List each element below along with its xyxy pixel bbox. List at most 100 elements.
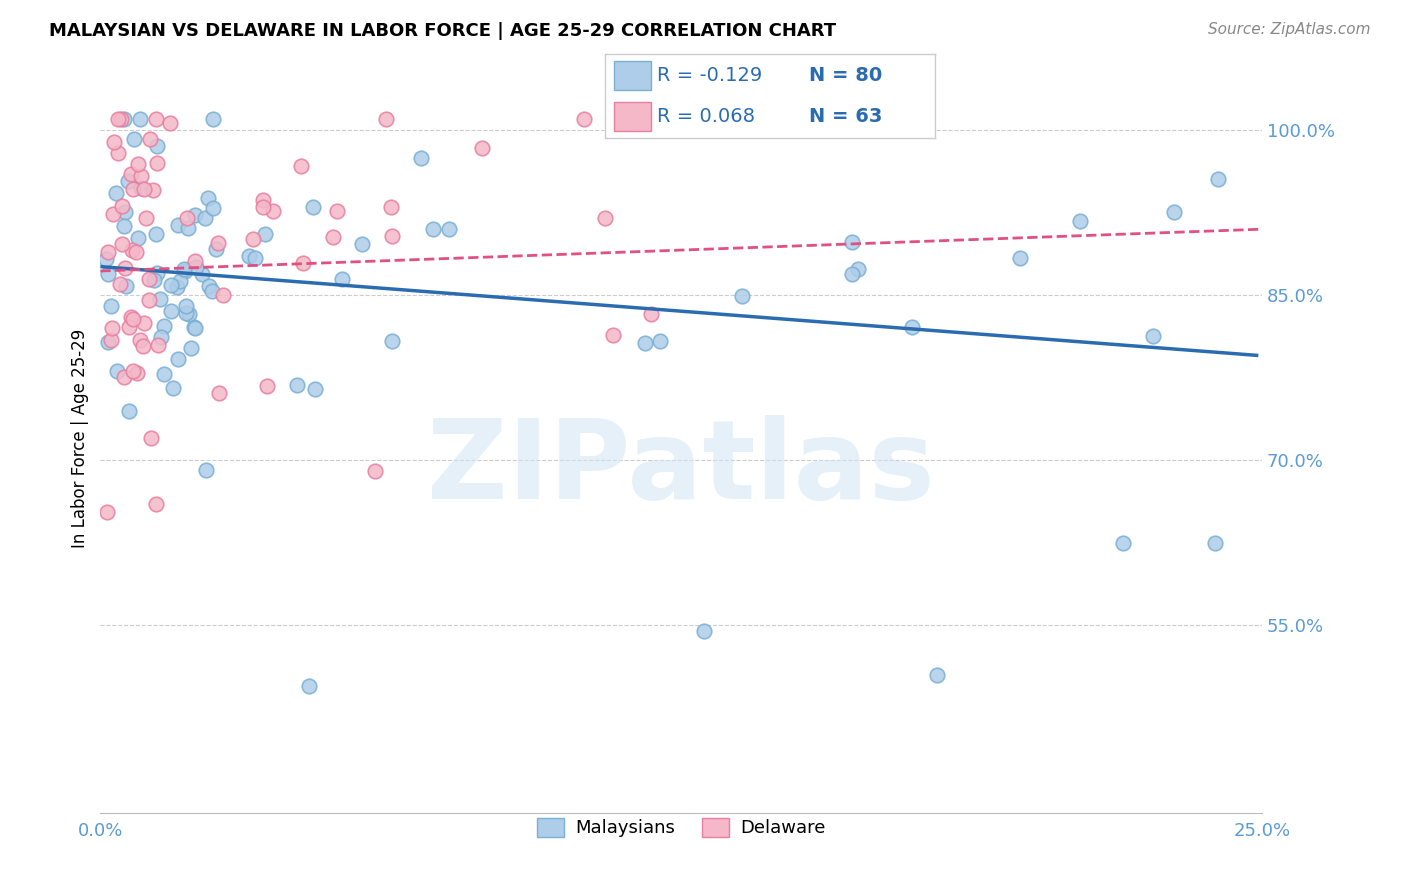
Point [132,316,155,330]
Point [97,334,120,349]
Point [100,333,122,347]
Point [111,237,134,252]
Point [380,200,402,214]
Point [848,262,870,277]
Point [145,497,167,511]
Point [471,141,494,155]
Point [134,182,156,196]
Point [111,199,134,213]
Point [439,222,461,236]
Point [298,679,321,693]
Point [252,193,274,207]
Point [256,379,278,393]
Point [381,229,404,244]
Point [121,243,143,257]
Text: N = 80: N = 80 [810,66,883,85]
Point [138,272,160,286]
Point [648,334,671,349]
Point [114,279,136,293]
Point [132,339,155,353]
Point [201,112,224,127]
Point [114,260,136,275]
Point [129,169,152,183]
Point [127,231,149,245]
Point [409,151,432,165]
Point [127,157,149,171]
Point [112,112,135,127]
Point [122,364,145,378]
Point [925,668,948,682]
Text: R = -0.129: R = -0.129 [658,66,762,85]
FancyBboxPatch shape [614,62,651,90]
Point [159,116,181,130]
Point [1206,172,1229,186]
Point [120,167,142,181]
Point [572,112,595,127]
Point [146,138,169,153]
Text: MALAYSIAN VS DELAWARE IN LABOR FORCE | AGE 25-29 CORRELATION CHART: MALAYSIAN VS DELAWARE IN LABOR FORCE | A… [49,22,837,40]
Point [693,624,716,638]
Point [350,237,373,252]
Point [194,211,217,225]
Point [112,370,135,384]
Point [640,307,662,321]
Point [243,251,266,265]
Point [107,112,129,127]
Point [162,381,184,395]
Point [184,321,207,335]
Point [1142,329,1164,343]
Point [120,310,142,325]
Point [112,219,135,233]
Point [322,229,344,244]
Point [103,207,125,221]
Point [108,277,131,291]
Point [169,274,191,288]
Point [100,321,122,335]
Point [291,256,314,270]
Point [103,135,125,149]
Point [194,463,217,477]
Point [730,289,752,303]
Point [122,312,145,326]
Point [1069,214,1091,228]
Point [290,159,312,173]
Point [97,245,120,260]
Point [1163,204,1185,219]
Point [138,293,160,307]
Point [841,268,863,282]
Point [105,364,128,378]
Point [129,180,152,194]
Point [1111,536,1133,550]
Point [304,382,326,396]
Point [252,200,274,214]
Point [110,112,132,127]
Point [602,328,624,343]
Legend: Malaysians, Delaware: Malaysians, Delaware [530,810,832,845]
Point [197,278,219,293]
Point [149,330,172,344]
Point [330,271,353,285]
Point [94,252,117,267]
Point [146,266,169,280]
FancyBboxPatch shape [614,102,651,130]
Point [201,285,224,299]
Point [285,378,308,392]
Text: N = 63: N = 63 [810,107,883,126]
Point [152,318,174,333]
Point [160,278,183,293]
Point [363,464,385,478]
Point [96,505,118,519]
Point [118,404,141,418]
Y-axis label: In Labor Force | Age 25-29: In Labor Force | Age 25-29 [72,328,89,548]
Point [900,319,922,334]
Point [253,227,276,242]
Point [1008,251,1031,265]
Point [191,267,214,281]
Point [173,261,195,276]
Point [148,337,170,351]
Point [149,292,172,306]
Text: Source: ZipAtlas.com: Source: ZipAtlas.com [1208,22,1371,37]
Point [167,351,190,366]
Point [135,211,157,226]
Point [177,221,200,235]
